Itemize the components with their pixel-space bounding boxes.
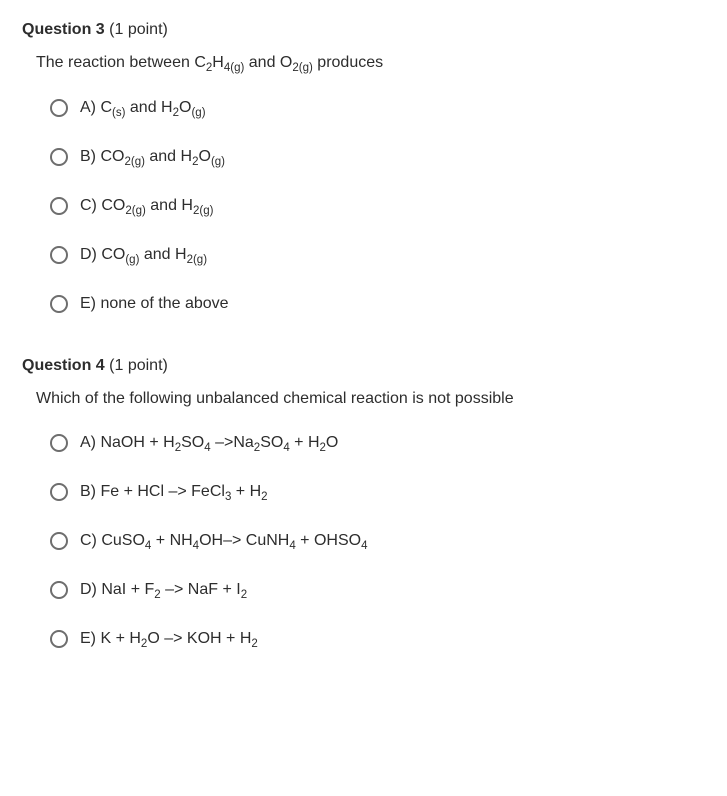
- option-row-c[interactable]: C) CuSO4 + NH4OH–> CuNH4 + OHSO4: [50, 529, 705, 553]
- question-header: Question 3 (1 point): [22, 18, 705, 42]
- option-label: C): [80, 197, 97, 214]
- option-row-d[interactable]: D) CO(g) and H2(g): [50, 243, 705, 267]
- option-row-c[interactable]: C) CO2(g) and H2(g): [50, 194, 705, 218]
- option-label: E): [80, 630, 96, 647]
- option-label: D): [80, 246, 97, 263]
- question-block-4: Question 4 (1 point) Which of the follow…: [22, 354, 705, 652]
- radio-button[interactable]: [50, 532, 68, 550]
- option-body: CuSO4 + NH4OH–> CuNH4 + OHSO4: [101, 532, 367, 549]
- question-block-3: Question 3 (1 point) The reaction betwee…: [22, 18, 705, 316]
- option-row-d[interactable]: D) NaI + F2 –> NaF + I2: [50, 578, 705, 602]
- option-row-e[interactable]: E) K + H2O –> KOH + H2: [50, 627, 705, 651]
- option-text: E) none of the above: [80, 292, 229, 316]
- option-text: A) C(s) and H2O(g): [80, 96, 206, 120]
- radio-button[interactable]: [50, 148, 68, 166]
- question-stem: The reaction between C2H4(g) and O2(g) p…: [22, 50, 705, 76]
- option-label: B): [80, 483, 96, 500]
- option-label: D): [80, 581, 97, 598]
- option-label: A): [80, 99, 96, 116]
- radio-button[interactable]: [50, 246, 68, 264]
- radio-button[interactable]: [50, 197, 68, 215]
- radio-button[interactable]: [50, 581, 68, 599]
- option-body: NaOH + H2SO4 –>Na2SO4 + H2O: [100, 434, 338, 451]
- option-label: E): [80, 295, 96, 312]
- question-points: (1 point): [109, 21, 168, 38]
- option-body: Fe + HCl –> FeCl3 + H2: [100, 483, 267, 500]
- option-text: C) CuSO4 + NH4OH–> CuNH4 + OHSO4: [80, 529, 368, 553]
- radio-button[interactable]: [50, 630, 68, 648]
- option-row-b[interactable]: B) Fe + HCl –> FeCl3 + H2: [50, 480, 705, 504]
- option-text: C) CO2(g) and H2(g): [80, 194, 213, 218]
- option-text: A) NaOH + H2SO4 –>Na2SO4 + H2O: [80, 431, 338, 455]
- question-number: Question 4: [22, 357, 105, 374]
- question-stem: Which of the following unbalanced chemic…: [22, 386, 705, 412]
- option-label: B): [80, 148, 96, 165]
- question-points: (1 point): [109, 357, 168, 374]
- option-body: CO2(g) and H2O(g): [100, 148, 225, 165]
- option-row-a[interactable]: A) NaOH + H2SO4 –>Na2SO4 + H2O: [50, 431, 705, 455]
- option-text: B) CO2(g) and H2O(g): [80, 145, 225, 169]
- option-text: E) K + H2O –> KOH + H2: [80, 627, 258, 651]
- option-text: B) Fe + HCl –> FeCl3 + H2: [80, 480, 268, 504]
- option-row-a[interactable]: A) C(s) and H2O(g): [50, 96, 705, 120]
- question-number: Question 3: [22, 21, 105, 38]
- option-row-b[interactable]: B) CO2(g) and H2O(g): [50, 145, 705, 169]
- option-body: C(s) and H2O(g): [100, 99, 205, 116]
- option-body: NaI + F2 –> NaF + I2: [101, 581, 247, 598]
- option-label: A): [80, 434, 96, 451]
- option-text: D) NaI + F2 –> NaF + I2: [80, 578, 247, 602]
- option-text: D) CO(g) and H2(g): [80, 243, 207, 267]
- options-list: A) C(s) and H2O(g) B) CO2(g) and H2O(g) …: [22, 96, 705, 316]
- radio-button[interactable]: [50, 434, 68, 452]
- radio-button[interactable]: [50, 483, 68, 501]
- radio-button[interactable]: [50, 295, 68, 313]
- option-body: none of the above: [100, 295, 228, 312]
- option-body: CO2(g) and H2(g): [101, 197, 213, 214]
- option-label: C): [80, 532, 97, 549]
- options-list: A) NaOH + H2SO4 –>Na2SO4 + H2O B) Fe + H…: [22, 431, 705, 651]
- option-body: K + H2O –> KOH + H2: [100, 630, 257, 647]
- question-header: Question 4 (1 point): [22, 354, 705, 378]
- radio-button[interactable]: [50, 99, 68, 117]
- option-row-e[interactable]: E) none of the above: [50, 292, 705, 316]
- option-body: CO(g) and H2(g): [101, 246, 207, 263]
